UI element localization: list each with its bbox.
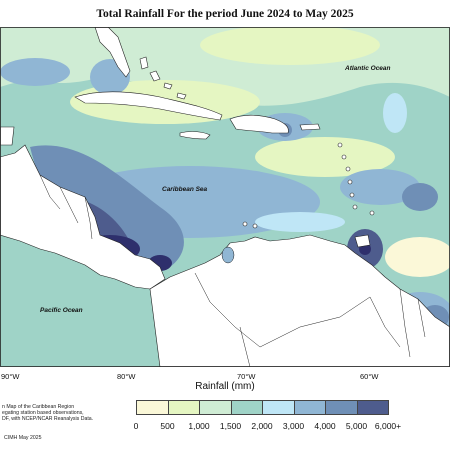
note-line-3: DF, with NCEP/NCAR Reanalysis Data.: [2, 416, 94, 422]
caribbean-sea-label: Caribbean Sea: [162, 186, 208, 193]
land-lesser-antilles-1: [337, 142, 343, 148]
border-9: [239, 326, 251, 367]
border-4: [194, 272, 261, 348]
legend-tick-label: 3,000: [282, 421, 305, 431]
land-barbados: [369, 210, 375, 216]
land-lesser-antilles-3: [345, 166, 351, 172]
land-lesser-antilles-5: [349, 192, 355, 198]
border-1: [39, 174, 61, 210]
longitude-label-90w: 90°W: [1, 372, 20, 381]
land-puerto-rico: [299, 123, 321, 131]
credit-text: CIMH May 2025: [4, 435, 42, 441]
land-lesser-antilles-6: [352, 204, 358, 210]
legend-tick-label: 1,000: [188, 421, 210, 431]
rainfall-map: Atlantic Ocean Caribbean Sea Pacific Oce…: [0, 27, 450, 367]
border-3: [84, 196, 93, 240]
land-bahamas-4: [176, 92, 187, 100]
land-aruba: [242, 221, 248, 227]
wet-patch-atlantic: [383, 93, 407, 133]
longitude-label-70w: 70°W: [237, 372, 256, 381]
legend-swatch: [325, 400, 358, 415]
pacific-ocean-label: Pacific Ocean: [40, 307, 83, 314]
land-masses: [0, 27, 450, 367]
note-line-2: egating station based observations,: [2, 410, 84, 416]
dry-patch-east: [255, 137, 395, 177]
land-bahamas-3: [163, 82, 173, 90]
dry-patch-south-east: [385, 237, 450, 277]
note-line-1: n Map of the Caribbean Region: [2, 404, 75, 410]
legend-tick-labels: 0 500 1,000 1,500 2,000 3,000 4,000 5,000 6,000+: [0, 421, 450, 433]
land-florida: [94, 27, 131, 78]
border-8: [417, 298, 426, 338]
land-lesser-antilles-4: [347, 179, 353, 185]
land-bahamas-1: [139, 56, 149, 70]
legend-title: Rainfall (mm): [195, 381, 255, 392]
legend-tick-label: 2,000: [251, 421, 273, 431]
border-7: [399, 288, 411, 358]
country-borders: [39, 174, 426, 367]
border-6: [369, 296, 401, 348]
legend-tick-label: 500: [160, 421, 175, 431]
border-2: [59, 186, 79, 224]
land-south-america: [149, 234, 450, 367]
land-trinidad: [354, 234, 371, 248]
wet-patch-southwest-caribbean: [30, 145, 184, 273]
legend-tick-label: 5,000: [345, 421, 368, 431]
land-cuba: [74, 91, 223, 121]
wet-patch-venezuela-coast: [255, 212, 345, 232]
wet-patch-lesser-antilles: [340, 169, 420, 205]
wet-patch-gulf: [0, 58, 70, 86]
land-lesser-antilles-2: [341, 154, 347, 160]
border-5: [259, 296, 371, 348]
legend-swatch: [356, 400, 389, 415]
wet-patch-east-atlantic: [402, 183, 438, 211]
longitude-label-80w: 80°W: [117, 372, 136, 381]
legend-swatch: [293, 400, 326, 415]
land-jamaica: [179, 131, 211, 140]
legend-swatch: [167, 400, 200, 415]
land-hispaniola: [229, 114, 289, 134]
lake-maracaibo: [221, 246, 235, 264]
legend-colorbar: [136, 400, 389, 415]
legend-tick-label: 6,000+: [374, 421, 402, 431]
legend-swatch: [199, 400, 232, 415]
land-central-america: [0, 144, 166, 290]
longitude-label-60w: 60°W: [360, 372, 379, 381]
map-title: Total Rainfall For the period June 2024 …: [96, 8, 354, 20]
legend-tick-label: 1,500: [219, 421, 242, 431]
legend-tick-label: 0: [133, 421, 139, 431]
atlantic-ocean-label: Atlantic Ocean: [344, 65, 391, 72]
land-curacao: [252, 223, 258, 229]
legend-tick-label: 4,000: [314, 421, 336, 431]
legend-swatch: [230, 400, 263, 415]
legend-swatch: [136, 400, 169, 415]
legend-swatch: [262, 400, 295, 415]
dry-patch-north: [200, 27, 380, 65]
land-bahamas-2: [149, 70, 161, 82]
land-yucatan: [0, 126, 15, 146]
